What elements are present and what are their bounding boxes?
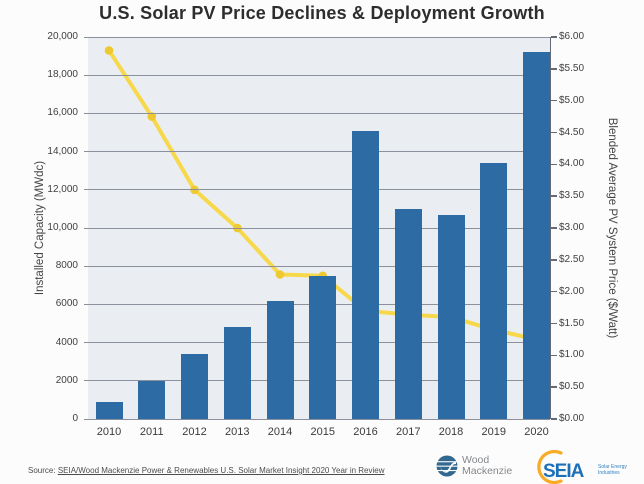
seia-tagline: Solar Energy Industries	[598, 464, 627, 477]
bar-2015	[309, 275, 337, 419]
right-axis-tick-mark	[551, 227, 557, 229]
right-axis-tick-mark	[551, 99, 557, 102]
x-axis-tick-label: 2014	[267, 426, 293, 438]
x-axis-tick-label: 2012	[182, 426, 207, 438]
x-axis-tick-label: 2019	[481, 426, 506, 438]
right-axis-tick-mark	[551, 36, 557, 38]
right-axis: $0.00 $0.50 $1.00 $1.50 $2.00 $2.50 $3.00 $3.50…	[559, 31, 599, 424]
right-axis-tick-label: $1.00	[559, 349, 585, 361]
left-axis-tick-label: 2000	[55, 374, 78, 386]
price-point-2014	[275, 270, 285, 279]
right-axis-tick-label: $5.00	[559, 94, 585, 106]
right-axis-tick-label: $0.00	[559, 413, 585, 424]
bar-2017	[394, 208, 422, 419]
gridline	[84, 227, 550, 229]
right-axis-tick-mark	[551, 418, 557, 420]
left-axis-tick-label: 16,000	[47, 107, 78, 119]
bar-2014	[266, 300, 294, 419]
right-axis-tick-label: $2.00	[559, 285, 585, 297]
left-axis-tick-label: 10,000	[47, 222, 78, 233]
wood-mackenzie-globe-icon	[436, 455, 458, 477]
left-axis-tick-label: 8000	[55, 260, 78, 272]
left-axis-title: Installed Capacity (MWdc)	[34, 160, 46, 296]
bar-2018	[437, 214, 465, 419]
gridline	[84, 112, 550, 114]
right-axis-tick-label: $6.00	[559, 31, 585, 42]
right-axis-tick-mark	[551, 163, 557, 166]
bar-2010	[95, 401, 123, 419]
left-axis-tick-label: 20,000	[47, 31, 78, 42]
bar-2016	[352, 130, 379, 419]
price-point-2011	[147, 112, 157, 121]
right-axis-tick-mark	[551, 322, 557, 325]
gridline	[84, 151, 550, 153]
x-axis-tick-label: 2015	[310, 426, 335, 438]
x-axis-tick-label: 2013	[225, 426, 250, 438]
left-axis-tick-label: 6000	[55, 298, 78, 310]
chart-title: U.S. Solar PV Price Declines & Deploymen…	[99, 3, 545, 23]
wood-mackenzie-wordmark: Wood Mackenzie	[462, 454, 513, 478]
right-axis-tick-label: $3.50	[559, 190, 585, 202]
x-axis-tick-label: 2020	[524, 426, 549, 438]
gridline	[84, 418, 550, 420]
bar-2011	[138, 380, 166, 419]
wood-mackenzie-logo: Wood Mackenzie	[436, 454, 513, 478]
right-axis-tick-mark	[551, 354, 557, 357]
bar-2019	[480, 163, 508, 419]
left-axis-tick-label: 14,000	[47, 145, 78, 157]
right-axis-title: Blended Average PV System Price ($/Watt)	[606, 117, 618, 339]
right-axis-tick-mark	[551, 386, 557, 388]
source-link[interactable]: SEIA/Wood Mackenzie Power & Renewables U…	[57, 466, 385, 475]
right-axis-tick-label: $4.00	[559, 158, 585, 170]
left-axis-tick-label: 0	[72, 413, 78, 424]
bar-2013	[223, 327, 251, 419]
left-axis-tick-label: 18,000	[47, 69, 78, 81]
right-axis-tick-mark	[551, 290, 557, 293]
x-axis: 2010 2011 2012 2013 2014 2015 2016 2017 2018 2019…	[88, 426, 550, 442]
source-prefix: Source:	[28, 466, 56, 475]
right-axis-tick-label: $2.50	[559, 253, 585, 265]
bar-2020	[523, 52, 550, 419]
left-axis: 0 2000 4000 6000 8000 10,000 12,000 14,000 16,00…	[0, 31, 84, 424]
gridline	[84, 36, 550, 38]
left-axis-tick-label: 12,000	[47, 183, 78, 195]
x-axis-tick-label: 2018	[438, 426, 464, 438]
right-axis-tick-mark	[551, 195, 557, 197]
x-axis-tick-label: 2016	[353, 426, 378, 438]
seia-arc-icon	[537, 449, 563, 484]
right-axis-tick-label: $0.50	[559, 381, 585, 393]
right-axis-tick-label: $3.00	[559, 222, 585, 233]
right-axis-tick-label: $5.50	[559, 62, 585, 74]
x-axis-tick-label: 2010	[96, 426, 122, 438]
seia-logo: SEIA Solar Energy Industries	[528, 449, 640, 484]
plot-area	[84, 36, 557, 420]
gridline	[84, 265, 550, 267]
gridline	[84, 74, 550, 76]
bar-2012	[181, 354, 208, 419]
price-point-2010	[104, 46, 114, 55]
source-line: Source: SEIA/Wood Mackenzie Power & Rene…	[28, 466, 385, 475]
right-axis-tick-label: $4.50	[559, 126, 585, 138]
gridline	[84, 189, 550, 191]
right-axis-tick-mark	[551, 131, 557, 134]
right-axis-tick-mark	[551, 259, 557, 261]
seia-wordmark: SEIA	[543, 461, 584, 482]
right-axis-tick-mark	[551, 68, 557, 70]
x-axis-tick-label: 2011	[139, 426, 164, 438]
x-axis-tick-label: 2017	[396, 426, 421, 438]
left-axis-tick-label: 4000	[55, 336, 78, 348]
right-axis-tick-label: $1.50	[559, 317, 585, 329]
